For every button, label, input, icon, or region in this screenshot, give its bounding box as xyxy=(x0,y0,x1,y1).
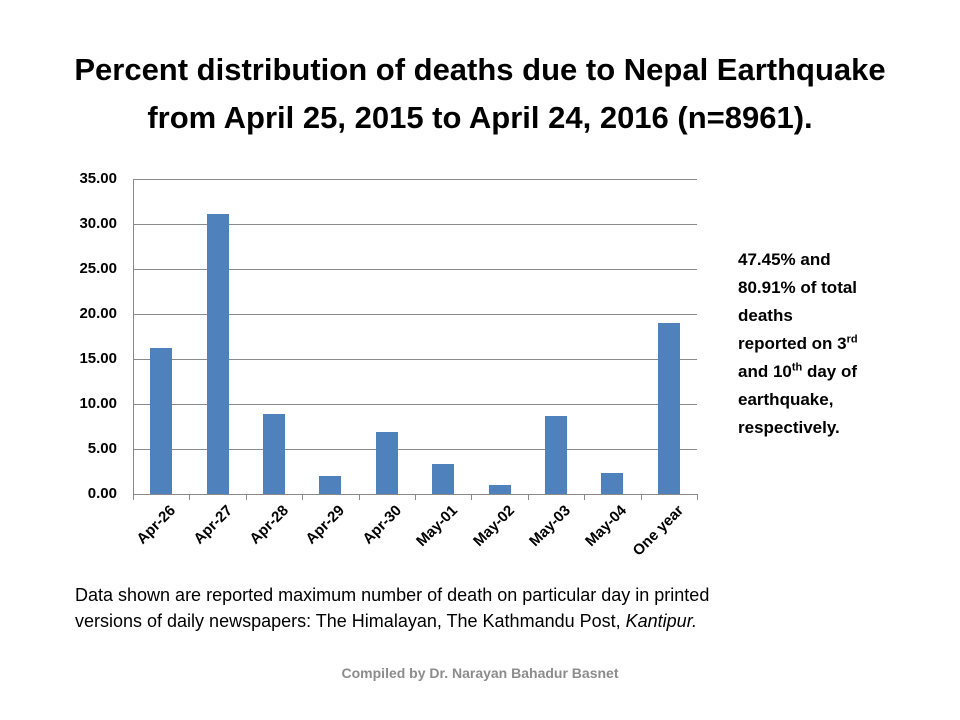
y-tick-label: 30.00 xyxy=(79,215,117,232)
bar-may-04 xyxy=(601,473,623,494)
x-tick-mark xyxy=(189,494,190,500)
x-tick-mark xyxy=(415,494,416,500)
footnote: Data shown are reported maximum number o… xyxy=(75,582,895,634)
footnote-line: Data shown are reported maximum number o… xyxy=(75,585,710,605)
title-line-1: Percent distribution of deaths due to Ne… xyxy=(74,52,886,87)
x-tick-mark xyxy=(471,494,472,500)
annotation-text: day of xyxy=(802,362,858,381)
bar-apr-27 xyxy=(207,214,229,494)
y-tick-label: 0.00 xyxy=(87,485,117,502)
x-tick-mark xyxy=(641,494,642,500)
gridline xyxy=(133,404,697,405)
bar-one-year xyxy=(658,323,680,494)
footnote-text: versions of daily newspapers: The Himala… xyxy=(75,611,626,631)
annotation-line: respectively. xyxy=(738,418,840,437)
bar-may-03 xyxy=(545,416,567,494)
side-annotation: 47.45% and 80.91% of total deaths report… xyxy=(738,246,918,442)
bar-apr-28 xyxy=(263,414,285,494)
bar-apr-26 xyxy=(150,348,172,494)
ordinal-suffix: rd xyxy=(846,333,858,346)
gridline xyxy=(133,224,697,225)
bar-apr-29 xyxy=(319,476,341,494)
annotation-line: deaths xyxy=(738,306,793,325)
gridline xyxy=(133,269,697,270)
y-tick-label: 5.00 xyxy=(87,440,117,457)
newspaper-name: Kantipur. xyxy=(625,611,698,631)
credit-line: Compiled by Dr. Narayan Bahadur Basnet xyxy=(341,665,619,681)
gridline xyxy=(133,179,697,180)
gridline xyxy=(133,359,697,360)
annotation-line: 80.91% of total xyxy=(738,278,858,297)
y-tick-label: 10.00 xyxy=(79,395,117,412)
gridline xyxy=(133,314,697,315)
annotation-text: and 10 xyxy=(738,362,792,381)
y-tick-label: 15.00 xyxy=(79,350,117,367)
annotation-text: reported on 3 xyxy=(738,334,847,353)
bar-may-02 xyxy=(489,485,511,494)
annotation-line: earthquake, xyxy=(738,390,834,409)
x-tick-mark xyxy=(359,494,360,500)
y-tick-label: 25.00 xyxy=(79,260,117,277)
gridline xyxy=(133,449,697,450)
ordinal-suffix: th xyxy=(791,361,803,374)
annotation-line: and 10th day of xyxy=(738,358,918,386)
bar-may-01 xyxy=(432,464,454,494)
chart-title: Percent distribution of deaths due to Ne… xyxy=(0,46,960,142)
annotation-line: reported on 3rd xyxy=(738,330,918,358)
annotation-line: 47.45% and xyxy=(738,250,831,269)
y-tick-label: 35.00 xyxy=(79,170,117,187)
x-tick-mark xyxy=(302,494,303,500)
x-tick-mark xyxy=(528,494,529,500)
x-tick-mark xyxy=(133,494,134,500)
x-tick-mark xyxy=(246,494,247,500)
footnote-line: versions of daily newspapers: The Himala… xyxy=(75,608,895,634)
title-line-2: from April 25, 2015 to April 24, 2016 (n… xyxy=(147,100,813,135)
y-axis xyxy=(133,179,134,495)
y-tick-label: 20.00 xyxy=(79,305,117,322)
bar-apr-30 xyxy=(376,432,398,494)
x-tick-mark xyxy=(584,494,585,500)
x-tick-mark xyxy=(697,494,698,500)
